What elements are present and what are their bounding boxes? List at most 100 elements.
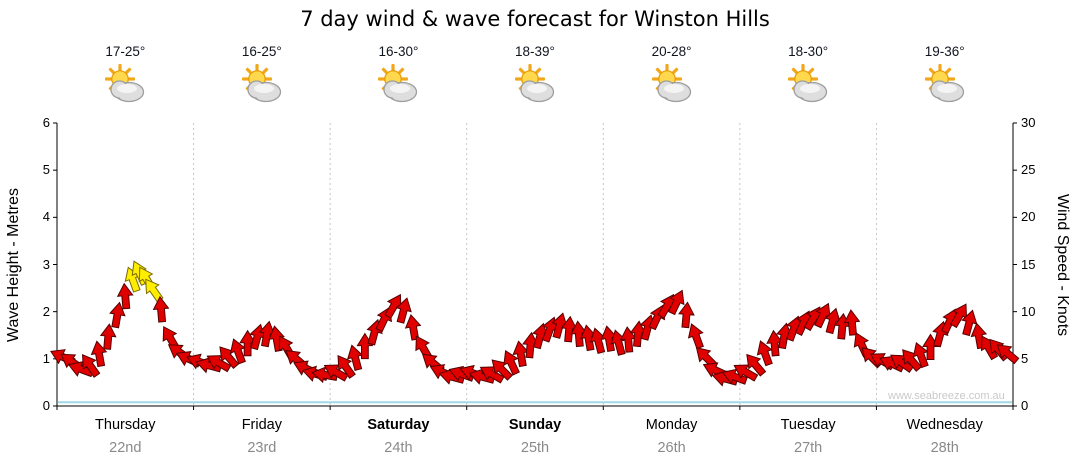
right-tick-label: 0 — [1021, 398, 1029, 413]
wind-arrow — [503, 349, 520, 376]
wind-arrow — [145, 278, 164, 303]
day-label: Wednesday 28th — [907, 417, 983, 456]
wind-arrow — [570, 320, 588, 348]
left-tick-label: 4 — [42, 209, 50, 225]
wind-arrow — [629, 320, 647, 348]
day-name: Monday — [645, 417, 698, 433]
wind-arrow — [384, 293, 402, 319]
wind-arrow — [589, 327, 607, 354]
wind-arrow — [404, 313, 422, 341]
wind-arrow — [580, 324, 597, 352]
wind-arrow — [491, 359, 513, 381]
temperature-label: 18-39° — [515, 44, 555, 59]
wind-arrow — [206, 355, 232, 373]
left-tick-label: 5 — [42, 162, 50, 178]
temperature-label: 20-28° — [651, 44, 692, 59]
wind-arrow — [610, 329, 627, 356]
wind-arrow — [678, 301, 695, 329]
temperature-label: 16-30° — [378, 44, 419, 59]
wind-arrow — [219, 346, 240, 369]
day-name: Thursday — [95, 417, 156, 433]
wind-arrow — [996, 344, 1020, 365]
left-tick-label: 0 — [42, 398, 50, 413]
day-date: 22nd — [109, 440, 142, 456]
right-tick-label: 10 — [1021, 303, 1036, 319]
wind-arrow — [90, 340, 108, 368]
wind-arrow — [600, 325, 618, 352]
wind-arrow — [814, 302, 831, 329]
wind-arrow — [229, 338, 246, 365]
partly-cloudy-icon — [375, 64, 421, 106]
wind-arrow — [980, 335, 999, 361]
wind-arrow — [667, 289, 685, 316]
day-label: Tuesday 27th — [781, 417, 836, 456]
day-label: Friday 23rd — [242, 417, 282, 456]
day-label: Sunday 25th — [509, 417, 561, 456]
wind-arrow — [415, 335, 433, 361]
wind-arrow — [766, 329, 783, 357]
wind-arrow — [152, 295, 170, 323]
wind-arrow — [239, 329, 257, 357]
day-label: Saturday 24th — [367, 417, 429, 456]
day-date: 24th — [384, 440, 413, 456]
right-tick-label: 30 — [1021, 115, 1036, 130]
day-name: Friday — [241, 417, 282, 433]
day-name: Tuesday — [780, 417, 836, 433]
right-tick-label: 25 — [1021, 162, 1036, 178]
temperature-label: 18-30° — [788, 44, 829, 59]
partly-cloudy-icon — [512, 64, 558, 106]
wind-arrow — [109, 301, 126, 329]
wind-arrow — [82, 353, 101, 378]
chart-title: 7 day wind & wave forecast for Winston H… — [300, 7, 770, 31]
wind-arrow — [733, 364, 759, 382]
wind-arrow — [746, 353, 767, 377]
wind-arrow — [721, 368, 748, 385]
day-name: Saturday — [367, 417, 430, 433]
temperature-label: 16-25° — [241, 44, 282, 59]
wind-arrow — [756, 340, 773, 367]
partly-cloudy-icon — [239, 64, 285, 106]
wind-arrow — [824, 307, 841, 335]
day-date: 25th — [520, 440, 550, 456]
day-date: 28th — [930, 440, 959, 456]
wind-arrow — [902, 349, 923, 372]
temperature-label: 19-36° — [924, 44, 965, 59]
wind-arrow — [346, 344, 364, 371]
partly-cloudy-icon — [102, 64, 148, 106]
wind-arrow — [949, 303, 968, 329]
right-tick-label: 20 — [1021, 209, 1036, 225]
wind-arrow — [395, 297, 412, 324]
day-name: Wednesday — [906, 417, 983, 433]
wind-arrow — [99, 323, 117, 350]
wind-arrow — [843, 309, 861, 336]
left-tick-label: 6 — [42, 115, 50, 130]
wind-arrow — [922, 333, 939, 360]
wind-arrow — [695, 347, 718, 369]
wind-arrow — [912, 341, 929, 369]
day-name: Sunday — [508, 417, 562, 433]
wind-arrow — [776, 322, 793, 350]
left-tick-label: 2 — [42, 303, 50, 319]
left-tick-label: 3 — [42, 256, 50, 272]
wind-arrow — [116, 282, 134, 310]
wind-arrow — [258, 320, 276, 348]
wind-arrow — [479, 366, 505, 384]
wind-arrow — [512, 340, 529, 368]
wind-arrow — [961, 309, 978, 337]
wind-arrow — [522, 331, 539, 359]
partly-cloudy-icon — [785, 64, 831, 106]
day-label: Monday 26th — [646, 417, 698, 456]
left-tick-label: 1 — [42, 350, 50, 366]
wind-arrow — [337, 354, 356, 379]
day-label: Thursday 22nd — [95, 417, 155, 456]
day-date: 23rd — [247, 440, 277, 456]
right-tick-label: 15 — [1021, 256, 1036, 272]
partly-cloudy-icon — [649, 64, 695, 106]
wind-arrow — [551, 312, 568, 339]
temperature-label: 17-25° — [105, 44, 146, 59]
wind-arrow — [323, 364, 349, 382]
partly-cloudy-icon — [922, 64, 968, 106]
right-tick-label: 5 — [1021, 350, 1029, 366]
